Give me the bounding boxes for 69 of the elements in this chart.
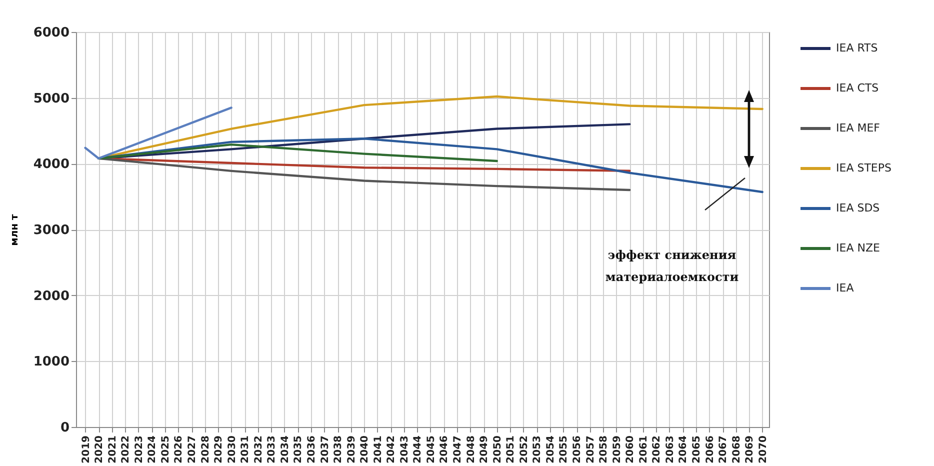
- y-tick-label: 1000: [33, 354, 70, 370]
- x-tick-label: 2029: [214, 435, 225, 464]
- x-tick-label: 2020: [94, 435, 106, 464]
- x-tick-label: 2069: [744, 435, 756, 464]
- x-tick-label: 2035: [293, 435, 304, 464]
- x-tick-label: 2037: [320, 435, 331, 464]
- x-tick-label: 2028: [200, 435, 212, 464]
- x-tick-label: 2019: [80, 435, 92, 464]
- legend-label: IEA MEF: [836, 122, 880, 134]
- x-tick-label: 2058: [598, 435, 610, 464]
- x-tick-label: 2044: [412, 435, 424, 464]
- legend-label: IEA NZE: [836, 242, 880, 254]
- x-tick-label: 2051: [506, 435, 517, 464]
- x-tick-label: 2032: [253, 435, 264, 464]
- x-tick-label: 2056: [572, 435, 583, 464]
- y-tick-label: 0: [60, 420, 70, 436]
- x-tick-label: 2040: [360, 435, 371, 464]
- x-tick-label: 2039: [346, 435, 358, 464]
- legend-label: IEA CTS: [836, 82, 879, 94]
- x-tick-label: 2021: [107, 435, 118, 464]
- y-tick-label: 3000: [33, 223, 70, 238]
- y-tick-label: 4000: [33, 157, 70, 172]
- x-tick-label: 2022: [120, 435, 132, 464]
- x-tick-label: 2049: [479, 435, 490, 464]
- x-tick-label: 2026: [174, 435, 185, 464]
- y-tick-label: 2000: [33, 288, 70, 304]
- x-tick-label: 2053: [532, 435, 544, 464]
- x-tick-label: 2050: [492, 435, 504, 464]
- x-tick-label: 2034: [280, 435, 291, 464]
- x-tick-label: 2061: [638, 435, 650, 464]
- x-tick-label: 2046: [439, 435, 450, 464]
- x-tick-label: 2023: [134, 435, 145, 464]
- x-tick-label: 2057: [585, 435, 596, 464]
- legend-label: IEA SDS: [836, 202, 880, 214]
- x-tick-label: 2055: [558, 435, 570, 464]
- line-series: [97, 143, 498, 162]
- x-tick-label: 2041: [372, 435, 384, 464]
- x-tick-label: 2043: [399, 435, 410, 464]
- legend-label: IEA RTS: [836, 42, 878, 54]
- x-tick-label: 2059: [612, 435, 623, 464]
- x-tick-label: 2068: [731, 435, 742, 464]
- x-tick-label: 2067: [718, 435, 730, 464]
- x-tick-label: 2030: [226, 435, 238, 464]
- x-tick-label: 2027: [187, 435, 198, 464]
- legend-label: IEA STEPS: [836, 162, 892, 174]
- y-axis-title: млн т: [9, 214, 20, 246]
- x-tick-label: 2064: [678, 435, 690, 464]
- x-tick-label: 2062: [652, 435, 663, 464]
- annotation: эффект снижения материалоемкости: [605, 248, 739, 284]
- x-tick-label: 2038: [333, 435, 344, 464]
- x-tick-label: 2060: [625, 435, 636, 464]
- legend-label: IEA: [836, 282, 854, 294]
- x-tick-label: 2070: [758, 435, 769, 464]
- x-tick-label: 2036: [306, 435, 318, 464]
- x-tick-label: 2045: [426, 435, 437, 464]
- x-tick-label: 2052: [518, 435, 530, 464]
- x-tick-label: 2066: [704, 435, 716, 464]
- x-tick-label: 2054: [545, 435, 556, 464]
- x-tick-label: 2031: [240, 435, 252, 464]
- x-tick-label: 2033: [266, 435, 278, 464]
- x-tick-label: 2048: [466, 435, 477, 464]
- x-tick-label: 2063: [664, 435, 676, 464]
- x-tick-label: 2047: [452, 435, 464, 464]
- x-tick-label: 2065: [691, 435, 702, 464]
- y-tick-label: 6000: [33, 26, 70, 40]
- x-tick-label: 2042: [386, 435, 398, 464]
- x-tick-label: 2025: [160, 435, 172, 464]
- x-tick-label: 2024: [147, 435, 158, 464]
- y-tick-label: 5000: [33, 91, 70, 106]
